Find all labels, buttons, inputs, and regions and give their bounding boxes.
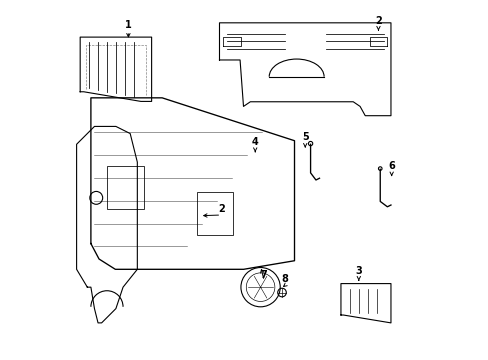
- Bar: [107, 166, 143, 209]
- Bar: [196, 192, 233, 235]
- Text: 5: 5: [301, 132, 308, 142]
- Text: 4: 4: [251, 138, 258, 148]
- Text: 7: 7: [260, 270, 267, 280]
- Text: 1: 1: [125, 19, 131, 30]
- Text: 8: 8: [281, 274, 287, 284]
- Text: 3: 3: [355, 266, 362, 276]
- Text: 2: 2: [218, 203, 224, 213]
- Text: 6: 6: [387, 161, 394, 171]
- Text: 2: 2: [374, 16, 381, 26]
